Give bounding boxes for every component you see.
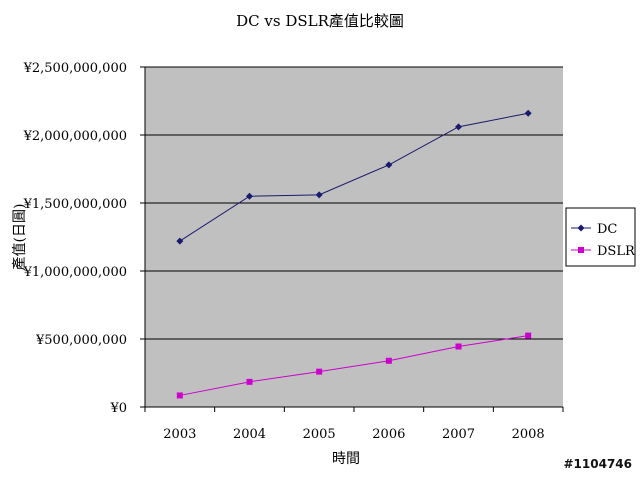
y-axis-title: 產值(日圓) (11, 204, 28, 271)
y-tick-label-3: ¥1,500,000,000 (23, 197, 127, 212)
x-tick-label-2008: 2008 (512, 427, 545, 442)
legend: DC DSLR (565, 207, 636, 267)
series-point-dc-2006 (385, 161, 393, 169)
legend-label-dslr: DSLR (597, 244, 636, 259)
x-axis-title: 時間 (332, 451, 360, 467)
y-tick-label-1: ¥500,000,000 (35, 333, 127, 348)
series-point-dslr-2004 (246, 378, 253, 385)
plot-area: ¥0 ¥500,000,000 ¥1,000,000,000 ¥1,500,000,0… (23, 61, 564, 442)
x-tick-label-2007: 2007 (442, 427, 475, 442)
legend-label-dc: DC (597, 222, 617, 237)
x-tick-label-2004: 2004 (233, 427, 266, 442)
series-point-dc-2007 (455, 123, 462, 131)
series-point-dslr-2007 (455, 343, 462, 350)
y-tick-label-0: ¥0 (109, 401, 127, 416)
series-point-dslr-2005 (316, 368, 323, 375)
x-tick-label-2003: 2003 (163, 427, 196, 442)
series-point-dslr-2003 (176, 392, 183, 399)
series-point-dc-2008 (524, 109, 532, 117)
y-tick-label-2: ¥1,000,000,000 (23, 265, 127, 280)
y-tick-label-5: ¥2,500,000,000 (23, 61, 127, 76)
series-point-dslr-2006 (385, 357, 392, 364)
series-point-dc-2003 (176, 237, 184, 245)
y-tick-label-4: ¥2,000,000,000 (23, 129, 127, 144)
series-point-dc-2004 (246, 192, 253, 200)
chart-title: DC vs DSLR產值比較圖 (236, 12, 404, 30)
plot-background (145, 67, 563, 407)
series-point-dslr-2008 (525, 332, 532, 339)
series-line-dslr (179, 335, 529, 396)
legend-box (565, 207, 636, 267)
legend-marker-dslr (578, 247, 584, 253)
x-tick-label-2006: 2006 (372, 427, 405, 442)
watermark-text: #1104746 (563, 457, 632, 471)
legend-marker-dc (577, 224, 585, 232)
series-point-dc-2005 (315, 191, 323, 199)
series-line-dc (179, 112, 529, 242)
x-tick-label-2005: 2005 (303, 427, 336, 442)
